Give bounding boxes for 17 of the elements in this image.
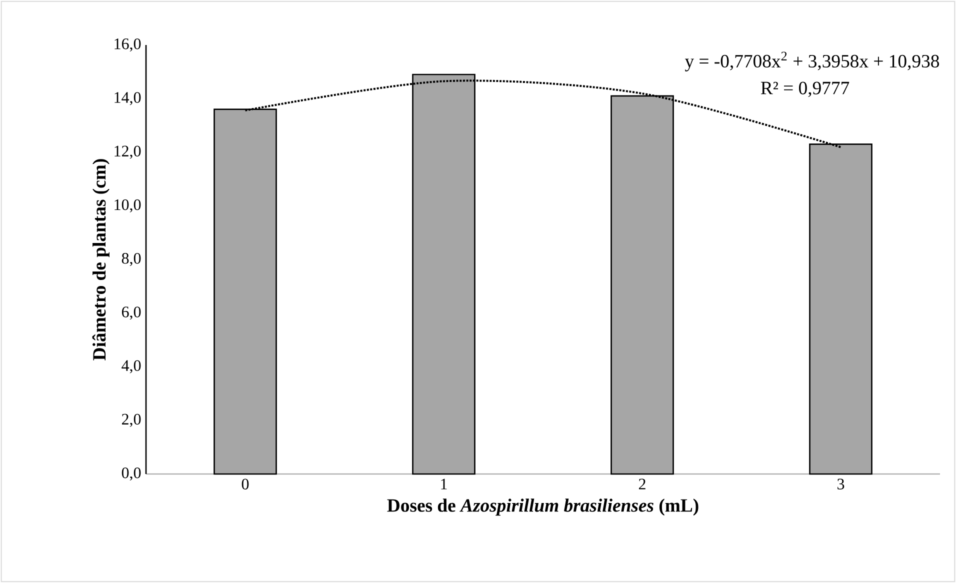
y-tick-label: 2,0 bbox=[122, 414, 141, 427]
annotation: R² = 0,9777 bbox=[760, 82, 850, 98]
y-tick-label: 4,0 bbox=[122, 360, 141, 374]
y-tick-label: 10,0 bbox=[114, 199, 141, 212]
y-tick-label: 12,0 bbox=[114, 146, 141, 159]
x-tick-label: 2 bbox=[638, 478, 646, 490]
x-tick-label: 0 bbox=[242, 478, 249, 490]
y-tick-label: 0,0 bbox=[122, 467, 141, 481]
y-tick-label: 16,0 bbox=[114, 38, 141, 52]
y-tick-label: 8,0 bbox=[122, 252, 141, 266]
x-axis-title: Doses de Azospirillum brasilienses (mL) bbox=[387, 498, 698, 516]
annotation: y = -0,7708x$^{2}$ + 3,3958x + 10,938 bbox=[684, 52, 939, 72]
x-tick-label: 1 bbox=[441, 478, 447, 490]
y-axis-title: Diâmetro de plantas (cm) bbox=[92, 159, 110, 360]
y-tick-label: 14,0 bbox=[114, 92, 141, 106]
y-tick-label: 6,0 bbox=[122, 306, 141, 320]
x-tick-label: 3 bbox=[838, 478, 844, 490]
